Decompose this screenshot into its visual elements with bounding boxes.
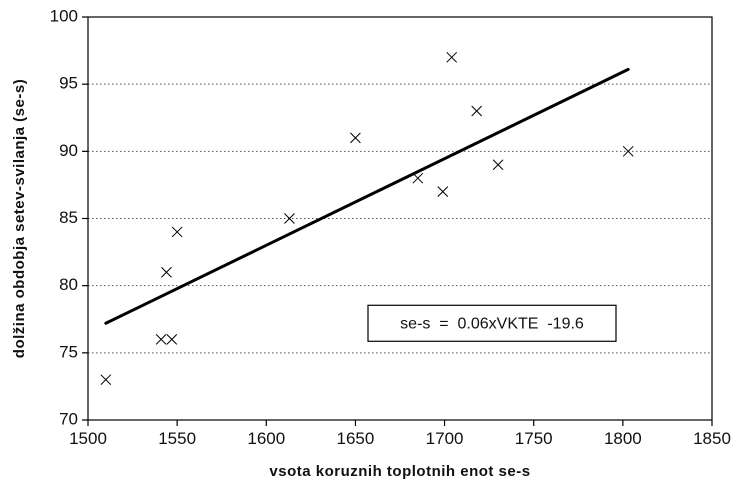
data-point	[155, 334, 167, 345]
x-axis-title: vsota koruznih toplotnih enot se-s	[269, 463, 530, 480]
x-tick-label: 1550	[158, 429, 196, 448]
y-tick-label: 75	[59, 342, 78, 361]
x-tick-label: 1500	[69, 429, 107, 448]
axis-ticks: 70 75 80 85 90 95 100 1500 1550 1600 1650 1700 1750 1…	[50, 6, 731, 448]
data-point	[471, 105, 483, 117]
x-tick-label: 1850	[693, 429, 731, 448]
y-tick-label: 85	[59, 208, 78, 227]
data-point	[492, 159, 504, 171]
equation-box: se-s = 0.06xVKTE -19.6	[367, 304, 617, 342]
data-point	[446, 51, 458, 63]
data-point	[350, 132, 361, 144]
equation-frame	[367, 304, 617, 342]
y-tick-label: 100	[50, 6, 78, 25]
x-tick-label: 1700	[426, 429, 464, 448]
y-tick-label: 80	[59, 275, 78, 294]
data-points	[100, 51, 634, 386]
data-point	[100, 374, 112, 386]
data-point	[284, 213, 295, 224]
data-point	[161, 266, 172, 278]
x-tick-label: 1650	[337, 429, 375, 448]
x-tick-label: 1600	[247, 429, 285, 448]
y-axis-title: dolžina obdobja setev-svilanja (se-s)	[11, 79, 28, 358]
trend-line	[104, 67, 630, 325]
data-point	[166, 334, 178, 345]
y-tick-label: 90	[59, 141, 78, 160]
x-tick-label: 1750	[515, 429, 553, 448]
y-tick-label: 70	[59, 409, 78, 428]
equation-label: se-s = 0.06xVKTE -19.6	[400, 315, 584, 332]
data-point	[412, 172, 424, 184]
data-point	[622, 145, 634, 157]
y-tick-label: 95	[59, 74, 78, 93]
grid-lines	[88, 83, 712, 354]
data-point	[437, 186, 449, 197]
data-point	[171, 226, 183, 238]
x-tick-label: 1800	[604, 429, 642, 448]
